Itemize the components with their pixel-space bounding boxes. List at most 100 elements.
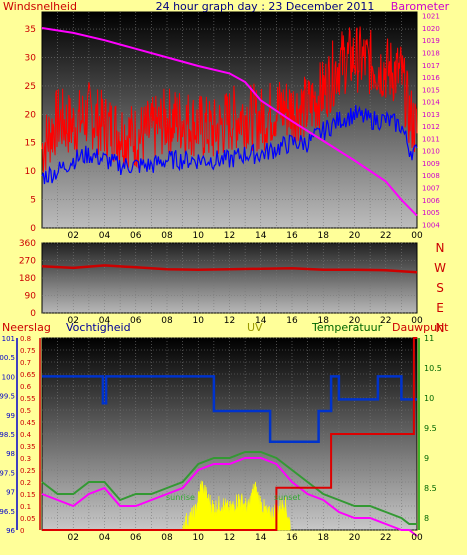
ytick-uv-0.35: 0.35 [20, 443, 36, 451]
series-rain [42, 337, 417, 531]
series-dewpoint [41, 457, 418, 537]
ytick-uv-0.7: 0.7 [20, 359, 31, 367]
series-barometer [41, 27, 418, 217]
series-wind-avg [41, 105, 418, 185]
series-uv-area [182, 480, 291, 531]
xtick-p2-20: 20 [349, 316, 361, 326]
ytick-uv-0: 0 [20, 527, 24, 535]
xtick-p3-14: 14 [255, 533, 267, 543]
xtick-p1-18: 18 [318, 231, 330, 241]
ytick-baro-1013: 1013 [422, 111, 440, 119]
humidity-axis-title: Vochtigheid [66, 321, 131, 334]
ytick-dir-360: 360 [19, 239, 36, 249]
xtick-p2-04: 04 [99, 316, 111, 326]
sunrise-label: sunrise [166, 493, 195, 502]
ytick-uv-0.05: 0.05 [20, 515, 36, 523]
ytick-wind-10: 10 [25, 167, 37, 177]
compass-e: E [436, 301, 444, 315]
xtick-p3-04: 04 [99, 533, 111, 543]
ytick-temp-11: 11 [424, 334, 434, 343]
xtick-p1-16: 16 [286, 231, 298, 241]
xtick-p2-18: 18 [318, 316, 330, 326]
ytick-baro-1011: 1011 [422, 135, 440, 143]
ytick-uv-0.8: 0.8 [20, 335, 31, 343]
ytick-wind-25: 25 [25, 82, 36, 92]
xtick-p3-12: 12 [224, 533, 235, 543]
ytick-baro-1008: 1008 [422, 172, 440, 180]
ytick-rain-98: 98 [6, 450, 15, 458]
ytick-baro-1016: 1016 [422, 74, 440, 82]
xtick-p2-12: 12 [224, 316, 235, 326]
sunset-label: sunset [274, 493, 301, 502]
xtick-p1-08: 08 [161, 231, 173, 241]
xtick-p1-02: 02 [68, 231, 79, 241]
ytick-baro-1017: 1017 [422, 62, 440, 70]
ytick-temp-9.5: 9.5 [424, 424, 437, 433]
ytick-uv-0.1: 0.1 [20, 503, 31, 511]
xtick-p2-22: 22 [380, 316, 391, 326]
series-wind-direction [41, 264, 418, 274]
ytick-uv-0.55: 0.55 [20, 395, 36, 403]
ytick-rain-99.5: 99.5 [0, 393, 15, 401]
ytick-uv-0.75: 0.75 [20, 347, 36, 355]
xtick-p2-02: 02 [68, 316, 79, 326]
ytick-baro-1021: 1021 [422, 13, 440, 21]
ytick-rain-96: 96 [6, 527, 15, 535]
ytick-wind-30: 30 [25, 53, 37, 63]
xtick-p2-16: 16 [286, 316, 298, 326]
xtick-p2-10: 10 [193, 316, 205, 326]
ytick-rain-101: 101 [2, 335, 15, 343]
ytick-uv-0.3: 0.3 [20, 455, 31, 463]
ytick-wind-20: 20 [25, 110, 37, 120]
ytick-rain-100: 100 [2, 373, 15, 381]
ytick-baro-1005: 1005 [422, 209, 440, 217]
xtick-p3-10: 10 [193, 533, 205, 543]
xtick-p3-08: 08 [161, 533, 173, 543]
xtick-p3-22: 22 [380, 533, 391, 543]
compass-n-bottom: N [436, 321, 445, 335]
ytick-wind-35: 35 [25, 25, 36, 35]
ytick-baro-1009: 1009 [422, 160, 440, 168]
uv-axis-title: UV [247, 321, 263, 334]
grid-lines [16, 12, 420, 531]
ytick-baro-1012: 1012 [422, 123, 440, 131]
xtick-p1-04: 04 [99, 231, 111, 241]
ytick-baro-1018: 1018 [422, 50, 440, 58]
wind-speed-axis-title: Windsnelheid [3, 0, 77, 13]
xtick-p1-10: 10 [193, 231, 205, 241]
ytick-temp-9: 9 [424, 454, 429, 463]
ytick-rain-100.5: 100.5 [0, 354, 15, 362]
xtick-p2-08: 08 [161, 316, 173, 326]
barometer-axis-title: Barometer [391, 0, 450, 13]
chart-title: 24 hour graph day : 23 December 2011 [156, 0, 375, 13]
ytick-rain-98.5: 98.5 [0, 431, 15, 439]
ytick-uv-0.25: 0.25 [20, 467, 36, 475]
xtick-p3-18: 18 [318, 533, 330, 543]
series-wind-gust [41, 26, 418, 173]
xtick-p3-00: 00 [411, 533, 423, 543]
ytick-uv-0.5: 0.5 [20, 407, 31, 415]
ytick-temp-10: 10 [424, 394, 434, 403]
temperature-axis-title: Temperatuur [311, 321, 383, 334]
ytick-uv-0.45: 0.45 [20, 419, 36, 427]
ytick-baro-1015: 1015 [422, 86, 440, 94]
ytick-dir-90: 90 [25, 292, 37, 302]
ytick-rain-99: 99 [6, 412, 15, 420]
ytick-uv-0.4: 0.4 [20, 431, 32, 439]
series-temperature [41, 451, 417, 525]
xtick-p1-06: 06 [130, 231, 142, 241]
ytick-rain-96.5: 96.5 [0, 508, 15, 516]
ytick-baro-1007: 1007 [422, 185, 440, 193]
ytick-uv-0.6: 0.6 [20, 383, 32, 391]
xtick-p2-14: 14 [255, 316, 267, 326]
ytick-baro-1006: 1006 [422, 197, 440, 205]
xtick-p1-12: 12 [224, 231, 235, 241]
xtick-p2-06: 06 [130, 316, 142, 326]
ytick-dir-0: 0 [30, 309, 36, 319]
xtick-p1-00: 00 [411, 231, 423, 241]
ytick-temp-8: 8 [424, 514, 429, 523]
rain-axis-title: Neerslag [2, 321, 51, 334]
ytick-uv-0.2: 0.2 [20, 479, 31, 487]
ytick-uv-0.15: 0.15 [20, 491, 36, 499]
